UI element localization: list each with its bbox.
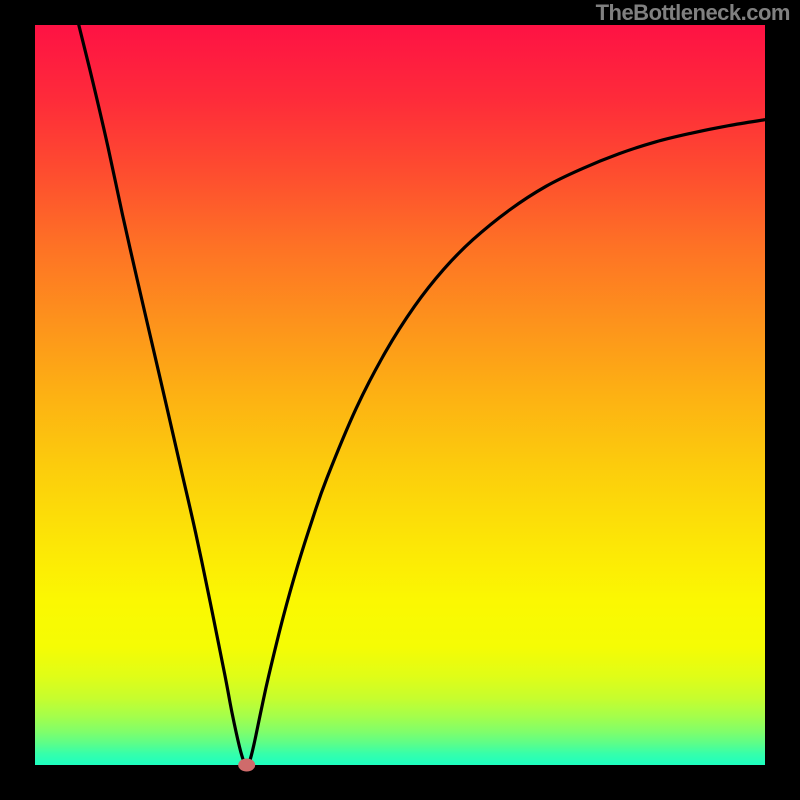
plot-area (35, 25, 765, 765)
chart-svg (0, 0, 800, 800)
watermark-text: TheBottleneck.com (596, 0, 790, 26)
minimum-marker (238, 759, 255, 772)
stage: TheBottleneck.com (0, 0, 800, 800)
